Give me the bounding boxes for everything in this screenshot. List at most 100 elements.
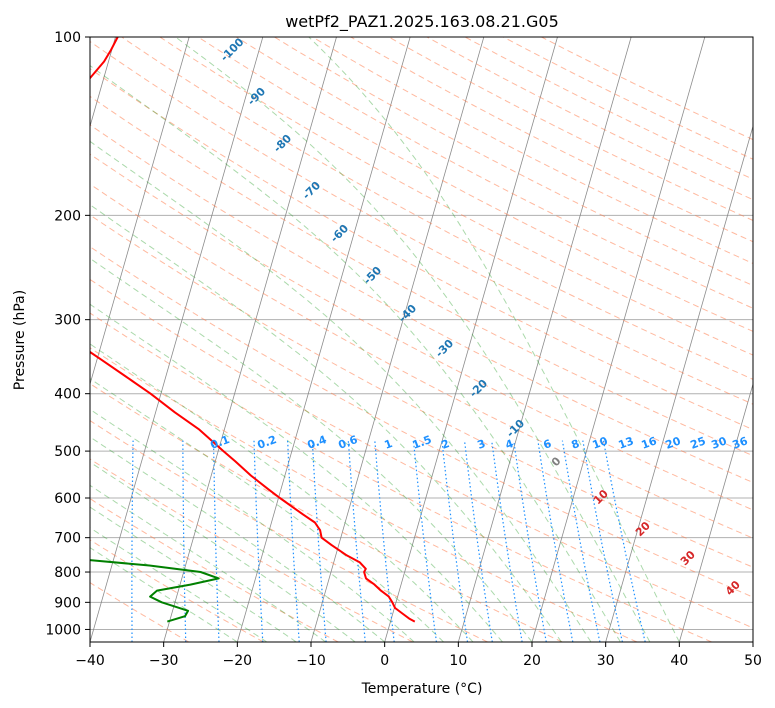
dry-adiabat-line [197, 37, 753, 332]
dry-adiabat-line [90, 312, 712, 642]
mixing-ratio-label: 10 [591, 434, 610, 452]
mixing-ratio-label: 3 [476, 437, 488, 452]
isotherm-line [457, 37, 632, 642]
mixing-ratio-line [561, 440, 601, 642]
mixing-ratio-label: 25 [689, 434, 708, 451]
mixing-ratio-label: 6 [542, 437, 554, 452]
x-axis-label: Temperature (°C) [361, 681, 483, 697]
mixing-ratio-label: 4 [504, 437, 516, 452]
mixing-ratio-line [582, 440, 623, 642]
dry-adiabat-line [90, 40, 753, 405]
isotherm-line [384, 37, 558, 642]
moist-adiabat-line [90, 408, 415, 642]
mixing-ratio-line [347, 440, 366, 642]
isotherm-line [678, 382, 753, 642]
mixing-ratio-line [537, 440, 574, 642]
dry-adiabat-line [120, 37, 753, 380]
mixing-ratio-line [491, 440, 523, 642]
mixing-ratio-line [131, 440, 134, 642]
x-tick-label: −40 [75, 653, 105, 669]
x-tick-label: −30 [149, 653, 179, 669]
y-axis-label: Pressure (hPa) [12, 290, 28, 390]
mixing-ratio-line [182, 440, 187, 642]
mixing-ratio-line [441, 440, 469, 642]
mixing-ratio-label: 0.2 [256, 433, 279, 452]
dry-adiabat-line [235, 37, 753, 309]
y-tick-label: 100 [54, 30, 81, 46]
isotherm-line [163, 37, 337, 642]
mixing-ratio-label: 0.6 [337, 433, 360, 452]
moist-adiabat-line [90, 461, 356, 642]
mixing-ratio-label: 1.5 [411, 433, 434, 452]
y-tick-label: 300 [54, 313, 81, 329]
x-tick-label: 50 [744, 653, 762, 669]
isotherm-line [90, 37, 190, 386]
y-tick-label: 900 [54, 595, 81, 611]
x-axis: −40 −30 −20 −10 0 10 20 30 40 50 [75, 642, 762, 669]
dry-adiabat-line [90, 214, 753, 568]
isotherm-line [531, 37, 706, 642]
data-series [90, 37, 416, 623]
chart-title: wetPf2_PAZ1.2025.163.08.21.G05 [285, 12, 559, 32]
mixing-ratio-line [412, 440, 437, 642]
moist-adiabat-line [90, 506, 297, 642]
plot-area [90, 37, 753, 642]
mixing-ratio-line [311, 440, 327, 642]
dry-adiabat-line [90, 347, 638, 642]
background-lines [90, 37, 753, 642]
mixing-ratio-label: 1 [383, 437, 395, 452]
mixing-ratio-label: 0.1 [209, 433, 232, 452]
mixing-ratio-line [463, 440, 493, 642]
dewpoint-line [90, 559, 220, 623]
x-tick-label: −10 [296, 653, 326, 669]
mixing-ratio-label: 0.4 [306, 433, 329, 452]
y-tick-label: 400 [54, 387, 81, 403]
dry-adiabat-line [90, 246, 753, 598]
moist-adiabat-line [90, 257, 533, 642]
dry-adiabat-line [90, 124, 753, 483]
moist-adiabat-line [90, 303, 503, 642]
moist-adiabat-line [90, 378, 444, 642]
x-tick-label: 30 [597, 653, 615, 669]
mixing-ratio-label: 2 [440, 437, 452, 452]
moist-adiabat-line [308, 37, 680, 642]
y-tick-label: 600 [54, 491, 81, 507]
mixing-ratio-line [213, 440, 220, 642]
mixing-ratio-line [602, 440, 646, 642]
dry-adiabat-line [90, 383, 563, 642]
moist-adiabat-line [90, 64, 621, 642]
y-tick-label: 200 [54, 208, 81, 224]
moist-adiabat-line [90, 140, 592, 642]
x-tick-label: 20 [523, 653, 541, 669]
dry-adiabat-line [90, 153, 753, 511]
x-tick-label: 0 [380, 653, 389, 669]
y-tick-label: 800 [54, 565, 81, 581]
moist-adiabat-line [90, 343, 474, 642]
x-tick-label: 40 [670, 653, 688, 669]
mixing-ratio-line [287, 440, 300, 642]
isotherm-line [90, 37, 264, 642]
y-tick-label: 700 [54, 531, 81, 547]
mixing-ratio-label: 20 [664, 434, 683, 452]
y-tick-label: 1000 [45, 622, 81, 638]
moist-adiabat-line [90, 484, 326, 642]
mixing-ratio-label: 16 [640, 434, 659, 452]
temperature-line [90, 37, 416, 623]
moist-adiabat-line [90, 204, 562, 642]
dry-adiabat-line [90, 420, 488, 642]
mixing-ratio-label: 30 [710, 434, 729, 452]
mixing-ratio-line [513, 440, 547, 642]
mixing-ratio-label: 36 [731, 434, 750, 452]
mixing-ratio-label: 13 [617, 434, 636, 451]
isotherm-line [236, 37, 411, 642]
dry-adiabat-line [90, 95, 753, 457]
mixing-ratio-line [374, 440, 395, 642]
y-tick-label: 500 [54, 444, 81, 460]
dry-adiabat-line [90, 582, 190, 642]
moist-adiabat-line [175, 37, 651, 642]
x-tick-label: 10 [449, 653, 467, 669]
dry-adiabat-line [90, 539, 264, 642]
y-axis: 100 200 300 400 500 600 700 800 900 1000 [45, 30, 90, 638]
